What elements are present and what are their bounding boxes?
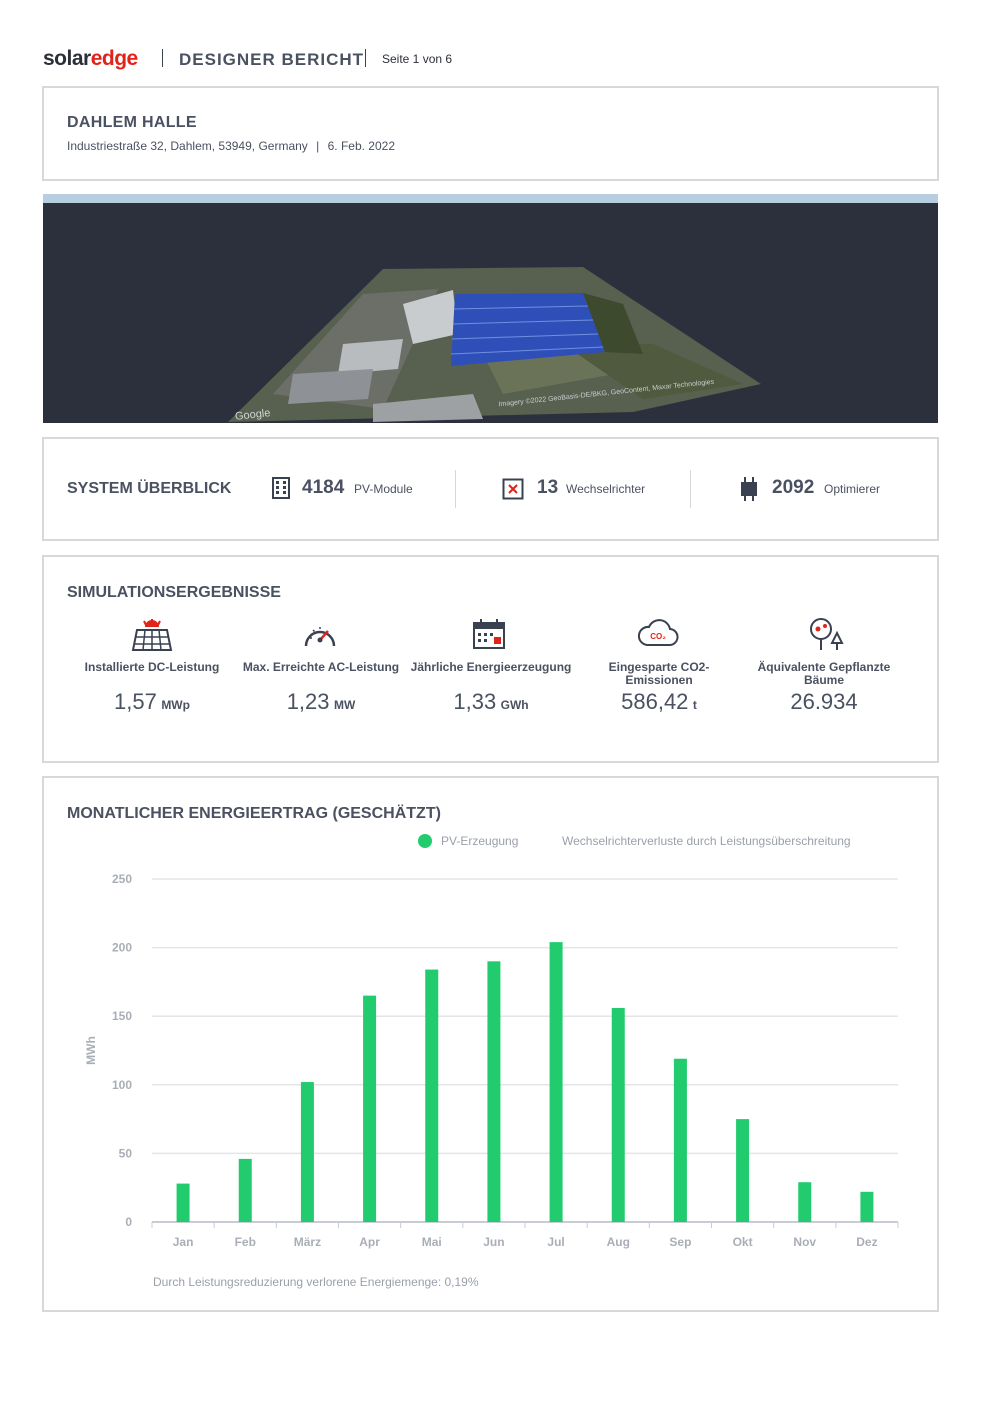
bar-Nov [798, 1182, 812, 1222]
sim-item: Installierte DC-Leistung [67, 661, 237, 674]
x-tick-label: Dez [856, 1235, 877, 1249]
x-tick-label: Sep [669, 1235, 691, 1249]
sim-value-wrap: 26.934 [739, 689, 909, 715]
inverter-icon [502, 478, 524, 500]
header-divider [162, 49, 163, 67]
x-tick-label: Jul [547, 1235, 564, 1249]
sim-unit: t [692, 698, 697, 712]
module-count: 4184 [302, 477, 345, 498]
inverter-label: Wechselrichter [566, 482, 646, 496]
x-tick-label: Okt [733, 1235, 753, 1249]
inverter-count: 13 [537, 477, 559, 498]
x-tick-label: Feb [235, 1235, 256, 1249]
header-divider [365, 49, 366, 67]
bar-Sep [673, 1058, 687, 1222]
y-axis-label: MWh [84, 1036, 98, 1065]
system-overview-card [42, 437, 939, 541]
divider [690, 470, 691, 508]
speedometer-icon [304, 627, 336, 647]
solaredge-logo: solaredge [43, 47, 138, 70]
x-tick-label: Mai [422, 1235, 442, 1249]
sim-value: 1,33 [453, 689, 497, 714]
sim-value-wrap: 1,57 MWp [67, 689, 237, 715]
system-overview-title: SYSTEM ÜBERBLICK [67, 480, 232, 497]
divider [455, 470, 456, 508]
bar-Feb [238, 1158, 252, 1222]
sim-item: Max. Erreichte AC-Leistung [236, 661, 406, 674]
sim-unit: MW [333, 698, 356, 712]
sim-value: 26.934 [790, 689, 858, 714]
sim-value-wrap: 586,42 t [574, 689, 744, 715]
legend-pv-marker [418, 834, 432, 848]
solar-panel-icon [131, 619, 173, 651]
optimizer-icon [741, 477, 757, 501]
chart-footnote: Durch Leistungsreduzierung verlorene Ene… [153, 1275, 479, 1289]
x-tick-label: Nov [793, 1235, 816, 1249]
sim-item: Eingesparte CO2-Emissionen [574, 661, 744, 687]
simulation-title: SIMULATIONSERGEBNISSE [67, 584, 281, 601]
sim-label: Eingesparte CO2-Emissionen [608, 660, 710, 687]
report-title: DESIGNER BERICHT [179, 50, 365, 69]
project-date: 6. Feb. 2022 [327, 139, 395, 153]
legend-losses-label: Wechselrichterverluste durch Leistungsüb… [562, 834, 851, 848]
simulation-card [42, 555, 939, 763]
y-tick-label: 250 [112, 872, 132, 886]
chart-title: MONATLICHER ENERGIEERTRAG (GESCHÄTZT) [67, 805, 441, 822]
x-tick-label: Jan [173, 1235, 194, 1249]
bar-Jul [549, 942, 563, 1222]
sim-value: 586,42 [621, 689, 689, 714]
optimizer-label: Optimierer [824, 482, 881, 496]
project-address: Industriestraße 32, Dahlem, 53949, Germa… [67, 139, 308, 153]
x-tick-label: März [294, 1235, 321, 1249]
sim-value-wrap: 1,23 MW [236, 689, 406, 715]
sim-unit: MWp [161, 698, 190, 712]
y-tick-label: 200 [112, 941, 132, 955]
tree-icon [810, 618, 844, 650]
x-tick-label: Jun [483, 1235, 504, 1249]
bar-Aug [611, 1007, 625, 1222]
calendar-icon [473, 619, 505, 649]
optimizer-count: 2092 [772, 477, 815, 498]
y-tick-label: 100 [112, 1078, 132, 1092]
y-tick-label: 50 [119, 1146, 133, 1160]
grid-building-icon [272, 477, 290, 499]
y-tick-label: 0 [125, 1215, 132, 1229]
module-label: PV-Module [354, 482, 413, 496]
svg-text:CO₂: CO₂ [650, 632, 666, 641]
project-name: DAHLEM HALLE [67, 114, 197, 131]
bar-Jun [487, 961, 501, 1222]
monthly-yield-chart: 0 50 100 150 200 250 MWh Jan Feb März Apr Mai Jun Jul… [84, 872, 899, 1249]
y-tick-label: 150 [112, 1009, 132, 1023]
site-3d-view: Imagery ©2022 GeoBasis-DE/BKG, GeoConten… [43, 194, 938, 423]
sim-item: Jährliche Energieerzeugung [406, 661, 576, 674]
x-tick-label: Aug [607, 1235, 630, 1249]
bar-Okt [736, 1119, 750, 1222]
bar-Apr [363, 995, 377, 1222]
sim-value-wrap: 1,33 GWh [406, 689, 576, 715]
co2-cloud-icon: CO₂ [638, 619, 679, 646]
sim-label: Installierte DC-Leistung [84, 660, 220, 674]
sim-value: 1,23 [286, 689, 330, 714]
bar-Mai [425, 969, 439, 1222]
bar-Jan [176, 1183, 190, 1222]
x-tick-label: Apr [359, 1235, 380, 1249]
sim-unit: GWh [500, 698, 529, 712]
sim-label: Äquivalente Gepflanzte Bäume [757, 660, 891, 687]
sim-label: Jährliche Energieerzeugung [410, 660, 572, 674]
sim-item: Äquivalente Gepflanzte Bäume [739, 661, 909, 687]
sim-label: Max. Erreichte AC-Leistung [242, 660, 400, 674]
project-card [42, 86, 939, 181]
bar-Dez [860, 1191, 874, 1222]
legend-pv-label: PV-Erzeugung [441, 834, 519, 848]
sim-value: 1,57 [114, 689, 157, 714]
bar-März [300, 1082, 314, 1222]
page-indicator: Seite 1 von 6 [382, 52, 453, 66]
project-address-line: Industriestraße 32, Dahlem, 53949, Germa… [67, 139, 395, 153]
